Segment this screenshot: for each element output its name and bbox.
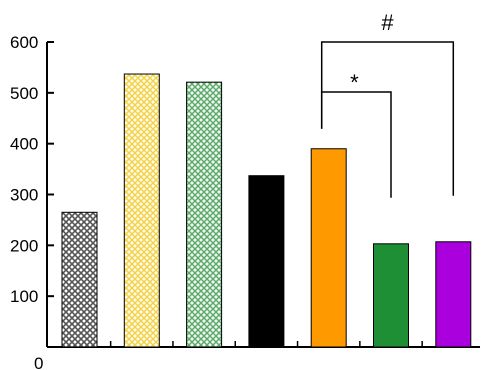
bar-7	[435, 241, 472, 348]
significance-bracket	[320, 41, 455, 196]
bar-3	[186, 81, 223, 348]
y-tick-label: 500	[10, 84, 38, 103]
significance-annotations: *#	[320, 10, 455, 198]
y-tick-label: 600	[10, 33, 38, 52]
bar-5	[310, 148, 347, 348]
bar-4	[248, 175, 285, 348]
bar-1	[61, 211, 98, 348]
y-tick-label: 100	[10, 287, 38, 306]
y-tick-label: 0	[34, 354, 43, 370]
significance-label: #	[381, 10, 394, 35]
y-ticks: 0 100 200 300 400 500 600	[10, 33, 54, 370]
y-tick-label: 400	[10, 135, 38, 154]
bar-6	[373, 243, 409, 348]
y-tick-label: 200	[10, 236, 38, 255]
bars	[61, 73, 472, 348]
significance-label: *	[350, 70, 359, 95]
bar-2	[123, 73, 160, 348]
y-tick-label: 300	[10, 186, 38, 205]
